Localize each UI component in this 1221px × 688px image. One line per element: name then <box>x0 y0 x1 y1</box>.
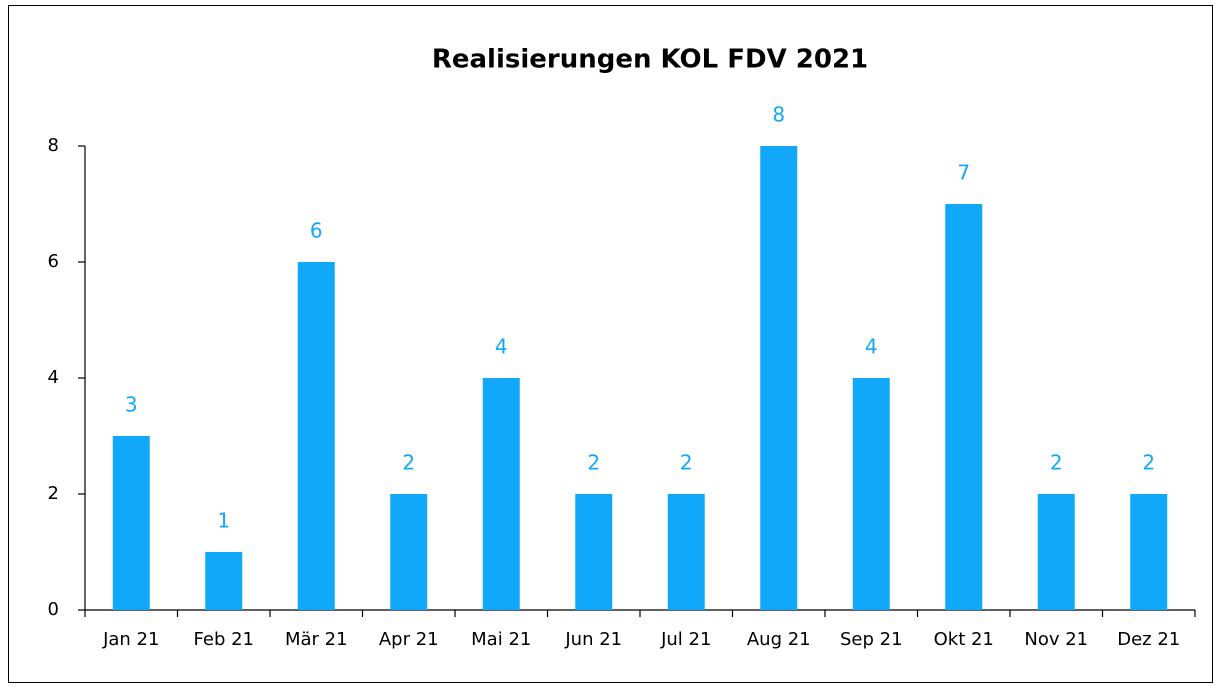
x-tick-label: Jun 21 <box>564 629 622 650</box>
bar <box>390 494 428 610</box>
data-label: 7 <box>957 161 970 185</box>
bar <box>667 494 705 610</box>
bar <box>760 146 798 610</box>
x-tick-label: Mär 21 <box>285 629 348 650</box>
bar <box>1130 494 1168 610</box>
x-tick-label: Nov 21 <box>1024 629 1088 650</box>
data-label: 4 <box>865 335 878 359</box>
data-label: 3 <box>125 393 138 417</box>
data-label: 6 <box>310 219 323 243</box>
x-tick-label: Feb 21 <box>194 629 255 650</box>
data-label: 4 <box>495 335 508 359</box>
data-label: 2 <box>680 451 693 475</box>
x-tick-label: Dez 21 <box>1117 629 1180 650</box>
y-tick-label: 0 <box>48 599 59 620</box>
data-label: 8 <box>772 103 785 127</box>
x-tick-label: Apr 21 <box>379 629 439 650</box>
data-label: 2 <box>1142 451 1155 475</box>
y-tick-label: 8 <box>48 135 59 156</box>
data-label: 2 <box>1050 451 1063 475</box>
bar <box>575 494 613 610</box>
y-tick-label: 2 <box>48 483 59 504</box>
x-tick-label: Okt 21 <box>934 629 994 650</box>
bar <box>205 552 243 610</box>
x-tick-label: Aug 21 <box>747 629 811 650</box>
x-tick-label: Mai 21 <box>471 629 531 650</box>
chart-title: Realisierungen KOL FDV 2021 <box>432 45 868 75</box>
bar <box>945 204 983 610</box>
y-tick-label: 6 <box>48 251 59 272</box>
bar <box>482 378 520 610</box>
data-label: 1 <box>217 509 230 533</box>
bar <box>852 378 890 610</box>
y-tick-label: 4 <box>48 367 59 388</box>
bar <box>297 262 335 610</box>
bar <box>1037 494 1075 610</box>
data-label: 2 <box>402 451 415 475</box>
x-tick-label: Jul 21 <box>660 629 711 650</box>
x-tick-label: Sep 21 <box>840 629 903 650</box>
bar <box>112 436 150 610</box>
x-tick-label: Jan 21 <box>102 629 159 650</box>
data-label: 2 <box>587 451 600 475</box>
